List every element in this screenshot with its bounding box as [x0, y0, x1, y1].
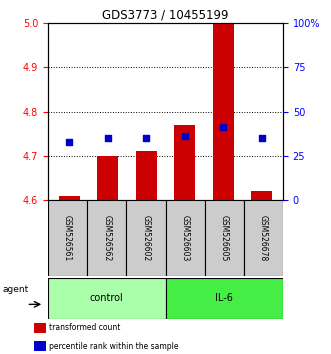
Bar [251, 191, 272, 200]
Text: GSM526603: GSM526603 [181, 215, 190, 261]
Text: GSM526678: GSM526678 [259, 215, 268, 261]
Text: GSM526561: GSM526561 [63, 215, 72, 261]
Bar [48, 200, 87, 276]
Bar [205, 200, 244, 276]
Bar [34, 341, 46, 351]
Bar [48, 278, 166, 319]
Text: transformed count: transformed count [49, 323, 120, 332]
Text: GSM526602: GSM526602 [141, 215, 150, 261]
Point [105, 135, 111, 141]
Point [259, 135, 264, 141]
Bar [244, 200, 283, 276]
Bar [34, 323, 46, 333]
Point [67, 139, 72, 145]
Point [182, 133, 187, 139]
Bar [126, 200, 166, 276]
Bar [97, 156, 118, 200]
Bar [166, 278, 283, 319]
Bar [136, 152, 157, 200]
Bar [166, 200, 205, 276]
Text: GSM526605: GSM526605 [220, 215, 229, 261]
Bar [174, 125, 195, 200]
Text: control: control [90, 293, 123, 303]
Bar [87, 200, 126, 276]
Point [144, 135, 149, 141]
Point [220, 124, 226, 130]
Text: IL-6: IL-6 [215, 293, 233, 303]
Bar [59, 195, 80, 200]
Bar [213, 23, 234, 200]
Text: percentile rank within the sample: percentile rank within the sample [49, 342, 178, 351]
Title: GDS3773 / 10455199: GDS3773 / 10455199 [102, 9, 229, 22]
Text: GSM526562: GSM526562 [102, 215, 111, 261]
Text: agent: agent [2, 285, 29, 294]
